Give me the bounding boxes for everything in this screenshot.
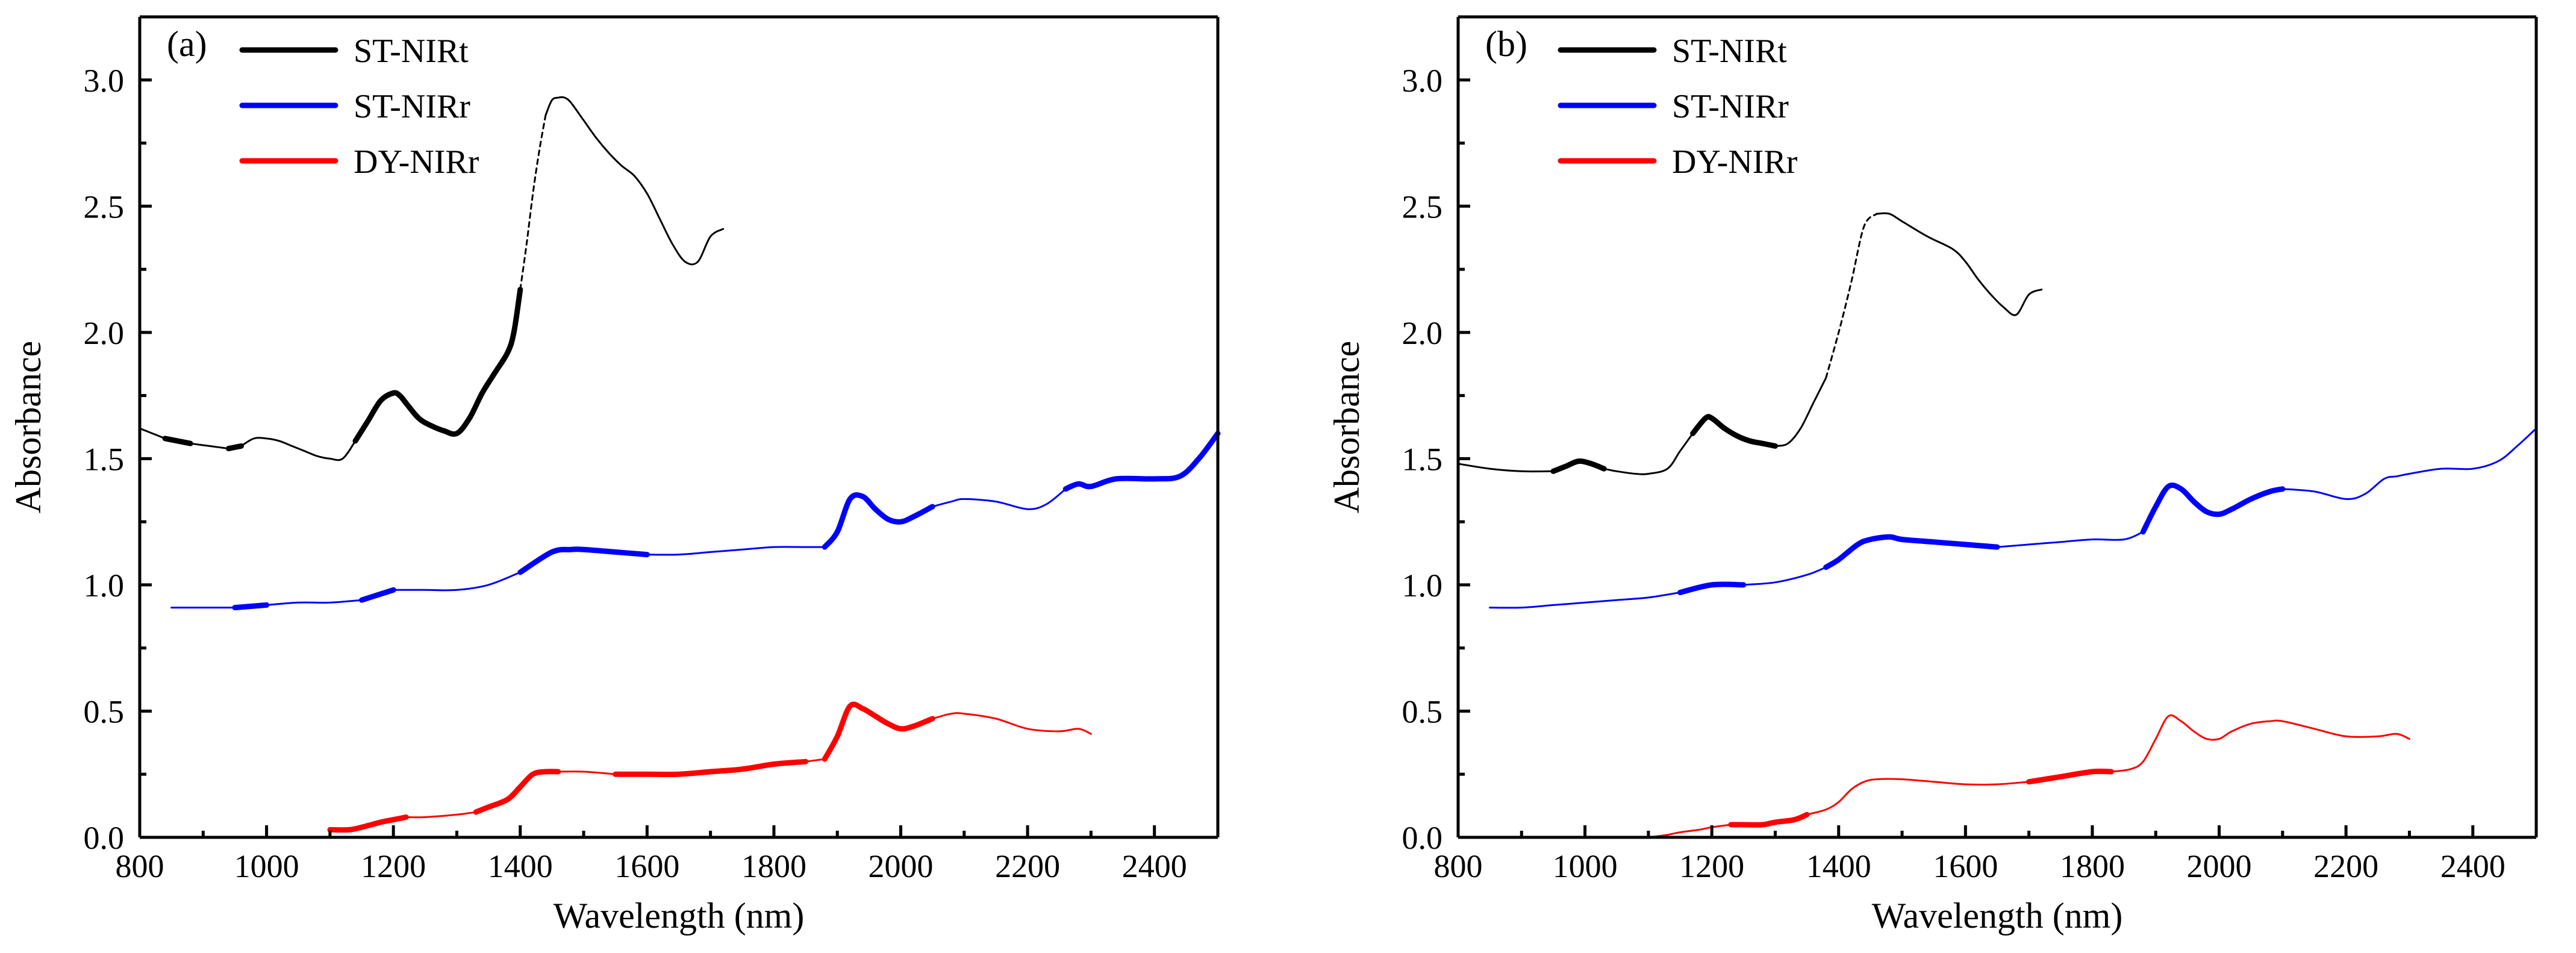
series-line-st-nirt-a (352, 287, 523, 444)
x-tick-label-a: 1400 (488, 848, 553, 884)
series-line-st-nirr-b (1489, 592, 1681, 609)
series-line-st-nirr-a (1062, 431, 1221, 492)
legend-label-dy-nirr-b: DY-NIRr (1672, 143, 1798, 181)
series-line-st-nirr-a (822, 492, 935, 550)
series-line-st-nirr-a (359, 587, 396, 603)
series-line-st-nirr-b (1996, 531, 2144, 548)
series-line-st-nirr-b (2281, 427, 2537, 500)
y-tick-label-b: 0.5 (1402, 693, 1443, 730)
legend-label-st-nirt-b: ST-NIRt (1672, 33, 1787, 70)
series-line-dy-nirr-a (405, 811, 477, 819)
y-tick-label-b: 3.0 (1402, 63, 1443, 99)
series-line-st-nirt-a (544, 96, 725, 266)
series-line-st-nirt-a (139, 427, 166, 440)
y-tick-label-a: 0.5 (84, 693, 125, 730)
y-tick-label-b: 2.0 (1402, 315, 1443, 351)
x-tick-label-a: 800 (116, 848, 164, 884)
series-line-dy-nirr-a (327, 814, 409, 833)
x-tick-label-a: 2000 (869, 848, 934, 884)
series-line-st-nirt-b (1603, 433, 1694, 475)
series-line-st-nirt-a (519, 114, 547, 291)
y-tick-label-b: 1.5 (1402, 441, 1443, 477)
x-tick-label-b: 1000 (1553, 848, 1618, 884)
legend-label-dy-nirr-a: DY-NIRr (354, 143, 479, 181)
x-tick-label-b: 1200 (1679, 848, 1744, 884)
series-line-st-nirr-a (646, 546, 826, 556)
series-line-st-nirr-a (517, 546, 650, 575)
series-line-st-nirt-b (1876, 212, 2043, 316)
y-tick-label-a: 2.5 (84, 189, 125, 225)
x-tick-label-a: 1200 (361, 848, 426, 884)
series-line-st-nirr-b (1823, 534, 2000, 570)
x-tick-label-b: 2000 (2187, 848, 2252, 884)
y-tick-label-a: 1.5 (84, 441, 125, 477)
legend-label-st-nirr-a: ST-NIRr (354, 88, 470, 125)
series-line-dy-nirr-b (1647, 823, 1732, 839)
x-tick-label-b: 800 (1434, 848, 1483, 884)
series-line-dy-nirr-a (822, 701, 935, 762)
x-tick-label-b: 1800 (2060, 848, 2125, 884)
series-line-dy-nirr-a (473, 769, 561, 815)
x-axis-title-b: Wavelength (nm) (1872, 896, 2123, 936)
legend-b: ST-NIRt ST-NIRr DY-NIRr (1558, 33, 1798, 181)
x-tick-label-b: 1600 (1933, 848, 1998, 884)
axes-frame-b (1456, 15, 2538, 839)
series-line-st-nirr-a (232, 602, 270, 611)
series-line-st-nirt-a (162, 436, 193, 446)
series-layer-a (139, 96, 1221, 833)
series-line-st-nirt-a (189, 442, 229, 450)
series-line-st-nirr-b (1677, 581, 1747, 595)
x-axis-title-a: Wavelength (nm) (554, 896, 805, 936)
ticks-a: 800 1000 1200 1400 1600 1800 2000 2200 2400 0.0 0.… (84, 15, 1220, 884)
series-line-st-nirr-a (392, 571, 522, 592)
panel-label-a: (a) (167, 24, 207, 64)
x-tick-label-b: 2400 (2440, 848, 2506, 884)
x-tick-label-b: 1400 (1806, 848, 1871, 884)
series-line-dy-nirr-a (557, 770, 617, 775)
series-layer-b (1457, 212, 2537, 839)
y-tick-label-a: 3.0 (84, 63, 125, 99)
axes-frame-a (138, 15, 1220, 839)
y-tick-label-b: 2.5 (1402, 189, 1443, 225)
series-line-dy-nirr-a (931, 712, 1092, 735)
series-line-dy-nirr-b (2110, 714, 2410, 773)
panel-label-b: (b) (1485, 24, 1527, 64)
x-tick-label-a: 2200 (995, 848, 1060, 884)
series-line-st-nirr-b (1742, 566, 1827, 586)
series-line-st-nirr-a (931, 488, 1067, 510)
legend-label-st-nirt-a: ST-NIRt (354, 33, 469, 70)
series-line-dy-nirr-a (805, 758, 826, 763)
y-tick-label-a: 1.0 (84, 567, 125, 604)
series-line-st-nirt-b (1825, 213, 1878, 379)
series-line-st-nirt-b (1457, 463, 1555, 473)
legend-label-st-nirr-b: ST-NIRr (1672, 88, 1789, 125)
series-line-st-nirt-a (240, 437, 357, 461)
x-tick-label-a: 1600 (614, 848, 679, 884)
series-line-dy-nirr-b (1728, 811, 1810, 828)
y-axis-title-a: Absorbance (8, 341, 48, 514)
ticks-b: 800 1000 1200 1400 1600 1800 2000 2200 2400 0.0 0.… (1402, 15, 2538, 884)
y-tick-label-b: 1.0 (1402, 567, 1443, 604)
x-tick-label-b: 2200 (2313, 848, 2378, 884)
series-line-st-nirt-b (1550, 458, 1607, 474)
series-line-st-nirt-b (1690, 414, 1778, 449)
series-line-st-nirt-b (1774, 377, 1827, 447)
series-line-dy-nirr-b (2026, 768, 2114, 785)
panel-a: 800 1000 1200 1400 1600 1800 2000 2200 2400 0.0 0.… (8, 15, 1221, 936)
y-tick-label-a: 2.0 (84, 315, 125, 351)
series-line-st-nirt-a (225, 443, 244, 452)
x-tick-label-a: 2400 (1122, 848, 1187, 884)
series-line-st-nirr-b (2140, 483, 2286, 535)
panel-b: 800 1000 1200 1400 1600 1800 2000 2200 2400 0.0 0.… (1327, 15, 2538, 936)
series-line-st-nirr-a (266, 599, 363, 606)
y-axis-title-b: Absorbance (1327, 341, 1367, 514)
x-tick-label-a: 1800 (741, 848, 806, 884)
x-tick-label-a: 1000 (234, 848, 299, 884)
series-line-dy-nirr-b (1806, 778, 2030, 816)
y-tick-label-b: 0.0 (1402, 820, 1443, 856)
series-line-dy-nirr-a (613, 758, 809, 778)
y-tick-label-a: 0.0 (84, 820, 125, 856)
legend-a: ST-NIRt ST-NIRr DY-NIRr (239, 33, 479, 181)
